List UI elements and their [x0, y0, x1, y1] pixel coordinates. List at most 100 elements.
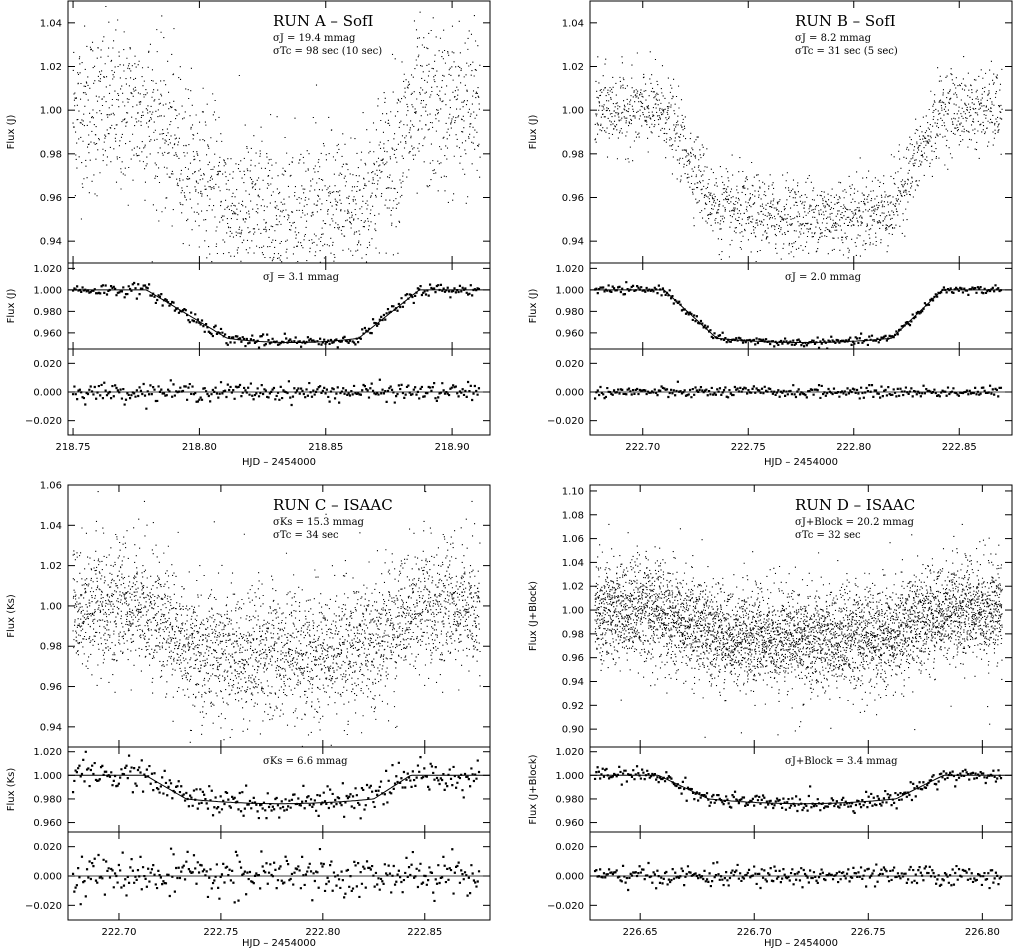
- stat-annotation: σKs = 6.6 mmag: [263, 756, 348, 767]
- scatter-series: [593, 861, 1003, 892]
- y-tick-label: 0.98: [40, 642, 62, 653]
- y-tick-label: 0.96: [40, 193, 62, 204]
- scatter-series: [71, 281, 481, 349]
- y-tick-label: 1.00: [40, 106, 62, 117]
- data-points: [68, 281, 490, 349]
- scatter-series: [594, 523, 1003, 738]
- x-tick-label: 222.75: [731, 442, 766, 453]
- x-tick-label: 226.70: [737, 927, 772, 938]
- y-tick-label: 1.020: [33, 747, 62, 758]
- y-tick-label: −0.020: [547, 901, 584, 912]
- run-title: RUN A – SofI: [273, 12, 374, 30]
- y-tick-label: 1.08: [562, 510, 584, 521]
- y-tick-label: 1.04: [40, 521, 62, 532]
- x-tick-label: 226.75: [851, 927, 886, 938]
- y-tick-label: 1.02: [562, 582, 584, 593]
- y-tick-label: 0.94: [40, 237, 62, 248]
- y-tick-label: 1.02: [562, 62, 584, 73]
- x-tick-label: 218.90: [435, 442, 470, 453]
- chart-run-4: 0.90 0.92 0.94 0.96 0.98 1.00 1.02 1.04 1.06 1.08…: [528, 484, 1013, 949]
- chart-run-3: 0.94 0.96 0.98 1.00 1.02 1.04 1.06 Flux (Ks) RUN…: [6, 481, 491, 949]
- data-points: [590, 765, 1012, 815]
- data-points: [594, 523, 1003, 738]
- y-tick-label: 0.94: [562, 677, 584, 688]
- chart-run-1: 0.94 0.96 0.98 1.00 1.02 1.04 Flux (J) RUN A – …: [6, 0, 491, 468]
- y-tick-label: 1.00: [562, 606, 584, 617]
- stat-annotation: σJ+Block = 20.2 mmag: [795, 517, 915, 528]
- stat-annotation: σTc = 32 sec: [795, 530, 861, 541]
- y-axis-label: Flux (J): [528, 115, 539, 150]
- y-tick-label: 1.04: [562, 18, 584, 29]
- model-line: [68, 774, 490, 805]
- scatter-series: [71, 847, 481, 906]
- stat-annotation: σTc = 34 sec: [273, 530, 339, 541]
- y-tick-label: 1.000: [555, 285, 584, 296]
- y-tick-label: 1.00: [40, 601, 62, 612]
- y-tick-label: 0.90: [562, 725, 584, 736]
- scatter-series: [593, 281, 1003, 349]
- chart-run-2: 0.94 0.96 0.98 1.00 1.02 1.04 Flux (J) RUN B – …: [528, 0, 1013, 468]
- x-tick-label: 222.80: [836, 442, 871, 453]
- y-tick-label: 0.980: [33, 794, 62, 805]
- y-tick-label: 0.980: [555, 794, 584, 805]
- y-tick-label: 1.020: [33, 264, 62, 275]
- stat-annotation: σJ = 2.0 mmag: [785, 272, 862, 283]
- panel-binned: 0.960 0.980 1.000 1.020 Flux (J) σJ = 2.0 mma…: [528, 262, 1013, 350]
- scatter-series: [72, 491, 481, 747]
- panel-raw: 0.94 0.96 0.98 1.00 1.02 1.04 1.06 Flux (Ks) RUN…: [6, 481, 491, 748]
- x-tick-label: 222.80: [305, 927, 340, 938]
- y-tick-label: 0.000: [555, 388, 584, 399]
- panel-raw: 0.90 0.92 0.94 0.96 0.98 1.00 1.02 1.04 1.06 1.08…: [528, 484, 1013, 748]
- y-tick-label: 1.04: [562, 558, 584, 569]
- stat-annotation: σJ = 19.4 mmag: [273, 33, 356, 44]
- x-axis-label: HJD – 2454000: [764, 938, 838, 949]
- y-tick-label: 0.000: [555, 872, 584, 883]
- data-points: [590, 380, 1012, 400]
- x-tick-label: 222.85: [942, 442, 977, 453]
- scatter-series: [593, 765, 1003, 815]
- y-tick-label: 1.04: [40, 18, 62, 29]
- y-tick-label: 0.020: [555, 842, 584, 853]
- y-tick-label: 0.96: [562, 193, 584, 204]
- stat-annotation: σTc = 31 sec (5 sec): [795, 46, 898, 57]
- y-tick-label: 1.02: [40, 62, 62, 73]
- panel-residuals: −0.020 0.000 0.020 222.70 222.75 222.80 222.85: [547, 348, 1013, 453]
- y-tick-label: 1.020: [555, 264, 584, 275]
- run-title: RUN C – ISAAC: [273, 496, 393, 514]
- y-tick-label: 0.000: [33, 388, 62, 399]
- stat-annotation: σKs = 15.3 mmag: [273, 517, 365, 528]
- scatter-series: [594, 51, 1003, 263]
- y-tick-label: 0.020: [33, 842, 62, 853]
- y-tick-label: 0.980: [33, 307, 62, 318]
- data-points: [72, 5, 481, 263]
- y-tick-label: 1.06: [562, 534, 584, 545]
- y-axis-label: Flux (J+Block): [528, 581, 539, 651]
- data-points: [68, 378, 490, 410]
- y-tick-label: −0.020: [547, 416, 584, 427]
- y-tick-label: 0.020: [33, 359, 62, 370]
- y-tick-label: 0.960: [555, 818, 584, 829]
- panel-residuals: −0.020 0.000 0.020 222.70 222.75 222.80 222.85: [25, 831, 491, 938]
- x-axis-label: HJD – 2454000: [764, 457, 838, 468]
- model-line: [68, 289, 490, 343]
- scatter-series: [71, 378, 481, 410]
- y-tick-label: 0.020: [555, 359, 584, 370]
- x-tick-label: 218.80: [182, 442, 217, 453]
- scatter-series: [71, 750, 481, 820]
- stat-annotation: σJ = 8.2 mmag: [795, 33, 872, 44]
- y-tick-label: 0.94: [40, 722, 62, 733]
- y-tick-label: 1.000: [33, 285, 62, 296]
- x-axis-label: HJD – 2454000: [242, 938, 316, 949]
- model-line: [590, 289, 1012, 343]
- y-tick-label: 0.96: [40, 682, 62, 693]
- y-tick-label: 0.92: [562, 701, 584, 712]
- y-axis-label: Flux (Ks): [6, 768, 17, 812]
- panel-raw: 0.94 0.96 0.98 1.00 1.02 1.04 Flux (J) RUN B – …: [528, 0, 1013, 264]
- y-tick-label: 0.960: [33, 328, 62, 339]
- panel-binned: 0.960 0.980 1.000 1.020 Flux (J+Block) σJ+Blo…: [528, 746, 1013, 833]
- y-tick-label: 0.000: [33, 872, 62, 883]
- run-title: RUN B – SofI: [795, 12, 896, 30]
- y-tick-label: 0.98: [40, 149, 62, 160]
- y-tick-label: 1.06: [40, 481, 62, 492]
- y-axis-label: Flux (J): [528, 289, 539, 324]
